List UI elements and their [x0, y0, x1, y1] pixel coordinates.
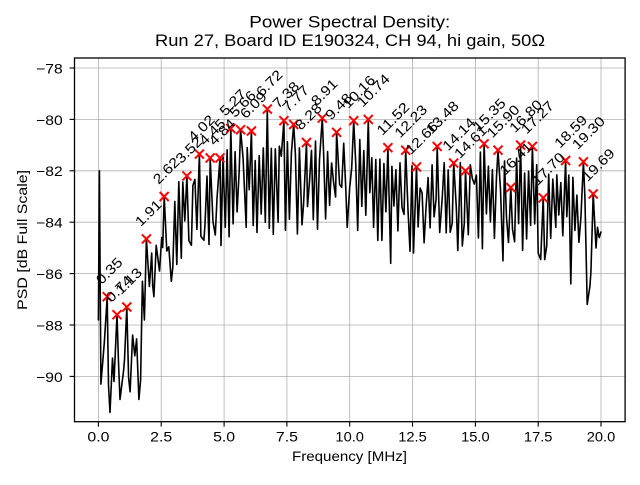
- svg-text:PSD [dB Full Scale]: PSD [dB Full Scale]: [14, 170, 30, 310]
- svg-text:7.5: 7.5: [276, 429, 298, 445]
- svg-text:12.5: 12.5: [398, 429, 427, 445]
- svg-text:20.0: 20.0: [587, 429, 616, 445]
- svg-text:5.0: 5.0: [213, 429, 235, 445]
- svg-text:−80: −80: [36, 112, 63, 128]
- svg-text:−88: −88: [36, 317, 63, 333]
- svg-text:2.5: 2.5: [150, 429, 172, 445]
- svg-text:−84: −84: [36, 215, 63, 231]
- svg-text:15.0: 15.0: [461, 429, 490, 445]
- svg-text:17.5: 17.5: [524, 429, 553, 445]
- svg-text:−86: −86: [36, 266, 63, 282]
- svg-text:0.0: 0.0: [87, 429, 109, 445]
- svg-text:Run 27, Board ID E190324, CH 9: Run 27, Board ID E190324, CH 94, hi gain…: [155, 31, 545, 50]
- svg-text:Power Spectral Density:: Power Spectral Density:: [249, 13, 450, 32]
- svg-text:−82: −82: [36, 163, 63, 179]
- svg-text:10.0: 10.0: [335, 429, 364, 445]
- svg-text:Frequency [MHz]: Frequency [MHz]: [292, 448, 407, 464]
- svg-text:−90: −90: [36, 369, 63, 385]
- svg-text:−78: −78: [36, 60, 63, 76]
